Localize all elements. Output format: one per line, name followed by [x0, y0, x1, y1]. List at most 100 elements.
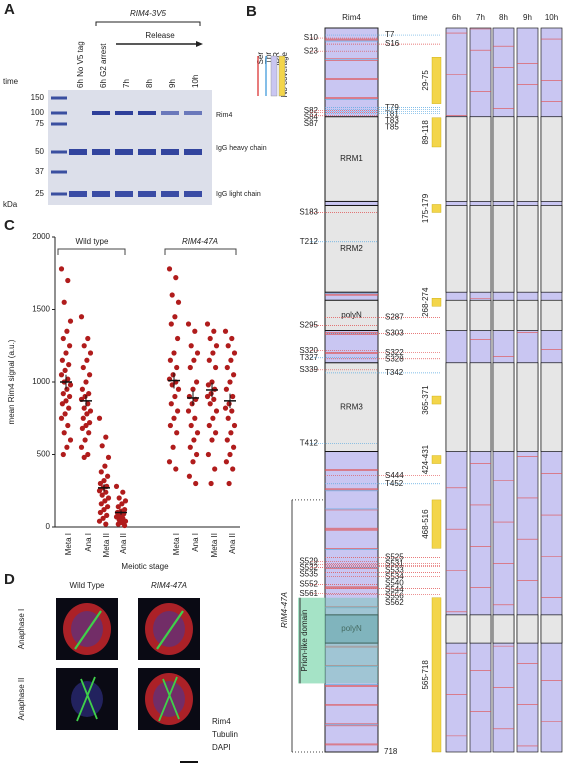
data-point [59, 401, 65, 407]
site-label: S339 [299, 365, 318, 374]
data-point [81, 405, 87, 411]
data-point [99, 443, 105, 449]
data-point [61, 299, 67, 305]
domain-box [445, 116, 468, 202]
x-tick-label: Meta I [64, 533, 73, 555]
data-point [58, 372, 65, 378]
data-point [80, 364, 86, 371]
lane-label: 10h [191, 75, 200, 88]
marker-label: 150 [31, 93, 45, 102]
data-point [171, 415, 177, 421]
site-label: S10 [304, 33, 319, 42]
group-bracket [57, 248, 126, 255]
domain-box [445, 362, 468, 452]
data-point [87, 372, 93, 378]
marker-band [51, 122, 67, 126]
data-point [96, 415, 103, 421]
data-point [204, 321, 211, 327]
site-label: S322 [385, 348, 404, 357]
no-coverage-bar [431, 204, 442, 213]
domain-box [469, 362, 492, 452]
data-point [101, 507, 107, 513]
data-point [188, 343, 194, 349]
x-tick-label: Meta II [102, 533, 111, 557]
data-point [185, 408, 192, 414]
time-header: 6h [452, 13, 461, 22]
data-point [185, 321, 192, 327]
data-point [115, 521, 121, 527]
data-point [102, 463, 108, 469]
site-label: S562 [385, 598, 404, 607]
data-point [205, 382, 211, 388]
data-point [97, 509, 103, 516]
igg-heavy-band [161, 149, 179, 155]
data-point [174, 430, 180, 436]
igg-light-band [184, 191, 202, 197]
tubulin [158, 676, 178, 722]
rim4-band [92, 111, 110, 115]
x-tick-label: Ana I [84, 533, 93, 552]
data-point [166, 459, 173, 465]
domain-box [324, 362, 379, 453]
release-label: Release [145, 31, 175, 40]
gel [48, 90, 212, 205]
lane-label: 6h No V5 tag [76, 41, 85, 88]
data-point [104, 512, 110, 519]
tubulin [76, 676, 96, 722]
igg-heavy-band [69, 149, 87, 155]
site-label: T81 [385, 109, 399, 118]
data-point [223, 386, 229, 392]
data-point [208, 480, 214, 487]
data-point [192, 328, 198, 334]
prion-box [298, 597, 325, 684]
site-label: S328 [385, 354, 404, 363]
data-point [85, 335, 91, 342]
marker-label: 75 [35, 119, 44, 128]
no-coverage-bar [431, 597, 442, 753]
data-point [63, 398, 69, 404]
data-point [64, 328, 70, 334]
group-bracket [164, 248, 237, 255]
data-point [230, 393, 236, 400]
data-point [116, 495, 122, 501]
data-point [86, 391, 92, 397]
legend-label: DAPI [212, 743, 231, 752]
data-point [82, 437, 88, 443]
data-point [172, 393, 178, 400]
data-point [171, 350, 177, 356]
data-point [225, 415, 231, 421]
domain-box [445, 205, 468, 293]
data-point [60, 335, 66, 342]
data-point [84, 411, 90, 417]
marker-band [51, 111, 67, 115]
tubulin [80, 678, 98, 720]
data-point [103, 521, 109, 527]
data-point [60, 391, 66, 397]
data-point [67, 393, 73, 400]
data-point [78, 444, 85, 450]
data-point [175, 299, 182, 305]
panel-label: A [4, 1, 15, 18]
panel-label: D [4, 571, 15, 588]
data-point [206, 422, 212, 429]
coverage-label: 175-179 [421, 193, 430, 223]
data-point [79, 425, 85, 431]
tubulin [156, 610, 184, 650]
data-point [194, 451, 200, 458]
coverage-label: 268-274 [421, 287, 430, 317]
row-label: Anaphase II [17, 678, 26, 721]
data-point [170, 444, 176, 450]
arrow-head [196, 41, 203, 47]
no-coverage-bar [431, 395, 442, 405]
data-point [59, 357, 65, 363]
data-point [224, 364, 230, 371]
site-label: S531 [385, 559, 404, 568]
data-point [87, 408, 94, 414]
data-point [98, 501, 104, 507]
data-point [83, 379, 89, 385]
data-point [83, 422, 89, 429]
time-header: time [412, 13, 428, 22]
data-point [66, 362, 72, 368]
protein-header: Rim4 [342, 13, 361, 22]
